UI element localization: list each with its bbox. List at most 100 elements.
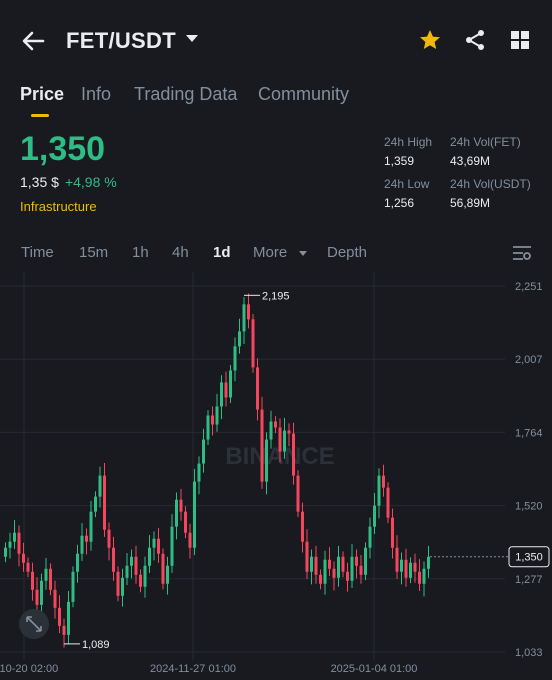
pair-title[interactable]: FET/USDT	[66, 28, 176, 53]
share-icon[interactable]	[463, 28, 487, 52]
candle-body	[130, 556, 133, 566]
tf-1h[interactable]: 1h	[132, 244, 149, 261]
top-bar: FET/USDT	[0, 0, 552, 80]
candle-body	[256, 367, 259, 410]
candle-body	[125, 565, 129, 578]
candle-body	[152, 538, 156, 548]
high-value: 1,359	[384, 154, 415, 168]
candle-body	[292, 433, 295, 476]
more-caret-icon[interactable]	[299, 251, 307, 256]
candle-body	[44, 568, 48, 581]
tab-trading-data[interactable]: Trading Data	[134, 84, 238, 104]
last-price-box	[508, 546, 550, 568]
candle-body	[166, 565, 169, 584]
candle-body	[17, 532, 21, 554]
candle-body	[269, 421, 273, 440]
candle-body	[49, 568, 52, 590]
candle-body	[53, 589, 57, 608]
tab-bar: Price Info Trading Data Community	[0, 82, 552, 122]
candle-body	[328, 559, 331, 569]
y-tick-label: 1,520	[515, 501, 543, 513]
tf-depth[interactable]: Depth	[327, 244, 368, 261]
active-tab-indicator	[31, 114, 49, 117]
min-annotation: 1,089	[82, 639, 110, 651]
candle-body	[427, 556, 430, 569]
x-tick-label: 2025-01-04 01:00	[331, 663, 418, 675]
chart-settings-icon[interactable]	[512, 244, 532, 262]
candle-body	[364, 547, 367, 575]
candle-body	[323, 559, 327, 584]
candle-body	[332, 568, 336, 578]
candle-body	[229, 370, 232, 398]
y-tick-label: 1,764	[515, 427, 543, 439]
candle-body	[26, 562, 30, 572]
candle-body	[40, 580, 43, 605]
tf-15m[interactable]: 15m	[79, 244, 109, 261]
candle-body	[121, 577, 124, 596]
x-tick-label: 4-10-20 02:00	[0, 663, 58, 675]
fullscreen-icon[interactable]	[19, 609, 49, 639]
vol-fet-value: 43,69M	[450, 154, 491, 168]
tf-more[interactable]: More	[253, 244, 288, 261]
candle-body	[184, 511, 187, 533]
candle-body	[157, 538, 160, 554]
candle-body	[134, 556, 138, 575]
candle-body	[188, 532, 192, 548]
candle-body	[76, 553, 79, 572]
candle-body	[395, 547, 399, 572]
candlestick-chart[interactable]: 2,251 2,007 1,764 1,520 1,277 1,033 4-10-20 02…	[0, 272, 552, 680]
candle-body	[80, 535, 84, 554]
vol-usdt-value: 56,89M	[450, 196, 491, 210]
x-tick-label: 2024-11-27 01:00	[150, 663, 236, 675]
vol-usdt-label: 24h Vol(USDT)	[450, 177, 531, 191]
candle-body	[296, 475, 300, 512]
price-subline: 1,35 $ +4,98 %	[20, 174, 117, 190]
candle-body	[359, 565, 363, 575]
candle-body	[247, 304, 250, 320]
candle-body	[305, 541, 309, 572]
category-tag[interactable]: Infrastructure	[20, 199, 97, 214]
y-tick-label: 2,251	[515, 281, 543, 293]
pair-caret-down-icon[interactable]	[186, 35, 198, 42]
candle-body	[391, 517, 394, 548]
candle-body	[202, 439, 205, 464]
tf-4h[interactable]: 4h	[172, 244, 189, 261]
candle-body	[211, 415, 214, 425]
candle-body	[409, 562, 412, 578]
candle-body	[355, 556, 358, 566]
candle-body	[193, 481, 196, 548]
tf-1d[interactable]: 1d	[213, 244, 231, 261]
chart-canvas[interactable]: 2,251 2,007 1,764 1,520 1,277 1,033 4-10-20 02…	[0, 272, 552, 680]
candle-body	[13, 532, 16, 542]
candle-body	[143, 565, 147, 587]
candle-body	[337, 556, 340, 578]
grid-icon[interactable]	[508, 28, 532, 52]
candle-body	[251, 319, 255, 368]
candle-body	[274, 421, 277, 428]
usd-price: 1,35 $	[20, 174, 59, 190]
candle-body	[175, 499, 178, 527]
tab-price[interactable]: Price	[20, 84, 65, 104]
candle-body	[148, 547, 151, 566]
candle-body	[197, 463, 201, 482]
tf-time[interactable]: Time	[21, 244, 54, 261]
candle-body	[206, 415, 210, 440]
tab-info[interactable]: Info	[81, 84, 112, 104]
candle-body	[377, 475, 381, 506]
candle-body	[265, 439, 268, 482]
candle-body	[62, 625, 66, 635]
high-label: 24h High	[384, 135, 433, 149]
candle-body	[382, 475, 385, 488]
candle-body	[8, 541, 12, 548]
candle-body	[161, 553, 165, 584]
y-tick-label: 1,277	[515, 574, 543, 586]
candle-body	[260, 409, 264, 482]
candle-body	[283, 430, 286, 452]
candle-body	[233, 346, 237, 371]
candle-body	[400, 559, 403, 572]
tab-community[interactable]: Community	[258, 84, 350, 104]
back-arrow-icon[interactable]	[18, 26, 48, 56]
star-icon[interactable]	[418, 28, 442, 52]
candle-body	[98, 475, 102, 497]
vol-fet-label: 24h Vol(FET)	[450, 135, 521, 149]
